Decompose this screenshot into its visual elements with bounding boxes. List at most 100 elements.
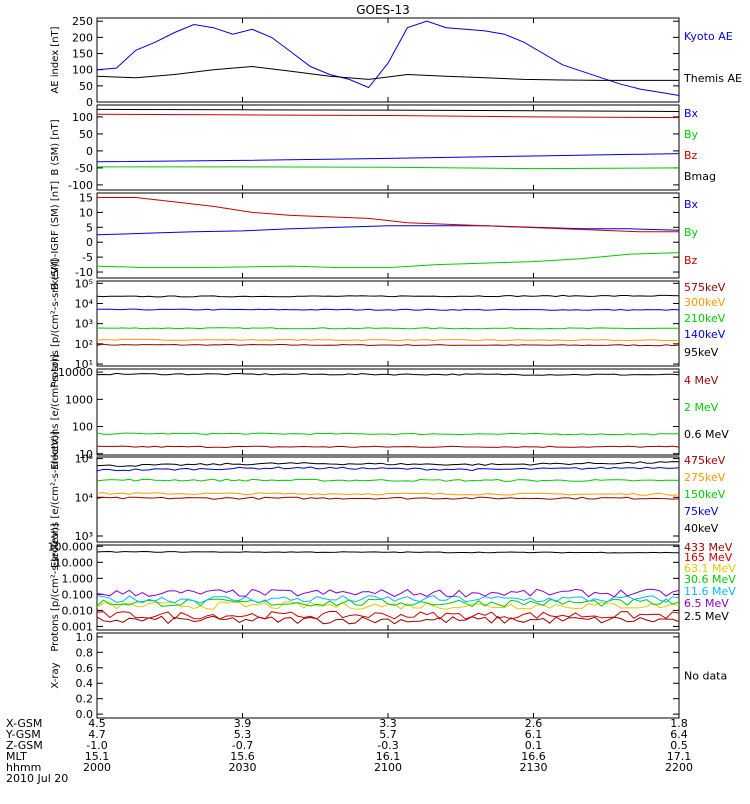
time-row-value-hhmm: 2100: [374, 761, 402, 774]
legend-electrons-mev-2-mev: 2 MeV: [684, 401, 719, 414]
series-line-protons-mev-433-mev: [96, 615, 680, 625]
series-line-b-sm-by: [97, 166, 680, 170]
time-row-value-x-gsm: 2.6: [525, 717, 543, 730]
time-row-label-y-gsm: Y-GSM: [5, 728, 41, 741]
time-row-value-mlt: 15.6: [230, 750, 255, 763]
ytick-label-protons-energetic: 10¹: [75, 358, 93, 371]
series-line-protons-energetic-300kev: [96, 338, 680, 342]
series-line-protons-energetic-210kev: [96, 327, 680, 330]
ytick-label-protons-energetic: 10³: [75, 318, 93, 331]
series-line-electrons-kev-150kev: [96, 478, 680, 482]
legend-b-sm-igrf-by: By: [684, 226, 699, 239]
series-line-b-sm-igrf-bz: [97, 197, 679, 233]
series-line-protons-energetic-95kev: [96, 294, 680, 298]
time-row-value-z-gsm: -1.0: [86, 739, 107, 752]
series-line-protons-mev-11-6-mev: [96, 594, 680, 604]
ytick-label-b-sm-igrf: -5: [82, 251, 93, 264]
ylabel-x-ray: X-ray: [50, 662, 61, 688]
legend-b-sm-bmag: Bmag: [684, 170, 716, 183]
series-line-ae-index-kyoto-ae: [96, 20, 680, 96]
ytick-label-b-sm: -100: [68, 179, 93, 192]
ytick-label-protons-mev: 100.000: [48, 540, 94, 553]
annotation-x-ray: No data: [684, 670, 727, 683]
ytick-label-ae-index: 100: [72, 64, 93, 77]
time-row-value-x-gsm: 3.9: [234, 717, 252, 730]
legend-electrons-mev-4-mev: 4 MeV: [684, 374, 719, 387]
legend-protons-energetic-95kev: 95keV: [684, 346, 719, 359]
ytick-label-x-ray: 0.4: [76, 677, 94, 690]
legend-electrons-kev-275kev: 275keV: [684, 471, 726, 484]
ytick-label-x-ray: 1.0: [76, 631, 94, 644]
panel-frame-b-sm-igrf: [96, 192, 680, 279]
ytick-label-x-ray: 0.0: [76, 708, 94, 721]
series-line-electrons-mev-4-mev: [96, 445, 680, 449]
legend-protons-mev-165-mev: 165 MeV: [684, 551, 733, 564]
ylabel-electrons-mev: Electrons [e/(cm²-s-sr)]: [50, 354, 61, 470]
time-row-value-y-gsm: 6.1: [525, 728, 543, 741]
time-row-label-mlt: MLT: [6, 750, 27, 763]
time-row-value-mlt: 16.6: [521, 750, 546, 763]
series-line-electrons-kev-40kev: [96, 461, 680, 467]
ytick-label-electrons-kev: 10⁵: [75, 453, 93, 466]
time-row-value-x-gsm: 3.3: [379, 717, 397, 730]
legend-b-sm-by: By: [684, 128, 699, 141]
legend-b-sm-igrf-bz: Bz: [684, 254, 698, 267]
time-row-value-mlt: 15.1: [85, 750, 110, 763]
time-row-label-hhmm: hhmm: [6, 761, 41, 774]
legend-electrons-kev-40kev: 40keV: [684, 522, 719, 535]
ylabel-b-sm: B (SM) [nT]: [50, 119, 61, 175]
time-row-value-x-gsm: 1.8: [670, 717, 688, 730]
ylabel-electrons-kev: Electrons [e/(cm²-s-sr-keV)]: [50, 431, 61, 568]
series-line-ae-index-themis-ae: [96, 65, 679, 81]
ytick-label-protons-energetic: 10²: [75, 338, 93, 351]
ylabel-protons-energetic: Protons [p/(cm²-s-sr-keV)]: [50, 259, 61, 387]
ytick-label-protons-energetic: 10⁴: [75, 297, 94, 310]
ytick-label-ae-index: 250: [72, 15, 93, 28]
legend-protons-mev-11-6-mev: 11.6 MeV: [684, 585, 736, 598]
series-line-b-sm-bx: [96, 153, 680, 163]
legend-protons-mev-63-1-mev: 63.1 MeV: [684, 562, 736, 575]
time-row-value-mlt: 17.1: [667, 750, 692, 763]
ytick-label-b-sm: 100: [72, 111, 93, 124]
ylabel-b-sm-igrf: B (SM)-IGRF (SM) [nT]: [50, 181, 61, 290]
ytick-label-protons-mev: 0.001: [62, 620, 94, 633]
ylabel-ae-index: AE index [nT]: [50, 26, 61, 93]
legend-protons-mev-6-5-mev: 6.5 MeV: [684, 597, 729, 610]
ytick-label-protons-mev: 10.000: [55, 556, 94, 569]
ytick-label-electrons-kev: 10⁴: [75, 491, 94, 504]
legend-electrons-kev-475kev: 475keV: [684, 454, 726, 467]
ytick-label-protons-mev: 0.100: [62, 588, 94, 601]
ytick-label-ae-index: 0: [86, 96, 93, 109]
time-row-value-x-gsm: 4.5: [88, 717, 106, 730]
ytick-label-ae-index: 200: [72, 31, 93, 44]
time-row-value-y-gsm: 5.7: [379, 728, 397, 741]
ylabel-protons-mev: Protons [p/(cm²-s-sr-keV)]: [50, 523, 61, 651]
ytick-label-electrons-mev: 1000: [65, 393, 93, 406]
ytick-label-electrons-mev: 10000: [58, 366, 93, 379]
series-line-protons-mev-165-mev: [96, 610, 680, 620]
legend-protons-mev-433-mev: 433 MeV: [684, 541, 733, 554]
ytick-label-b-sm-igrf: -10: [75, 266, 93, 279]
time-row-label-x-gsm: X-GSM: [6, 717, 42, 730]
time-row-value-z-gsm: 0.5: [670, 739, 688, 752]
series-line-b-sm-igrf-bx: [96, 225, 680, 236]
ytick-label-electrons-mev: 10: [79, 448, 93, 461]
ytick-label-x-ray: 0.6: [76, 662, 94, 675]
panel-frame-protons-mev: [96, 544, 680, 631]
time-row-value-y-gsm: 6.4: [670, 728, 688, 741]
legend-b-sm-bx: Bx: [684, 107, 699, 120]
plot-title: GOES-13: [356, 3, 410, 17]
ytick-label-x-ray: 0.8: [76, 646, 94, 659]
legend-protons-energetic-210kev: 210keV: [684, 312, 726, 325]
time-row-value-hhmm: 2130: [520, 761, 548, 774]
ytick-label-electrons-kev: 10³: [75, 530, 93, 543]
series-line-protons-energetic-140kev: [97, 308, 680, 311]
series-line-electrons-mev-2-mev: [96, 432, 680, 436]
legend-ae-index-kyoto-ae: Kyoto AE: [684, 30, 733, 43]
legend-protons-energetic-140kev: 140keV: [684, 328, 726, 341]
legend-protons-energetic-300kev: 300keV: [684, 296, 726, 309]
ytick-label-b-sm-igrf: 10: [79, 206, 93, 219]
panel-frame-electrons-mev: [96, 368, 680, 456]
time-row-value-mlt: 16.1: [376, 750, 401, 763]
